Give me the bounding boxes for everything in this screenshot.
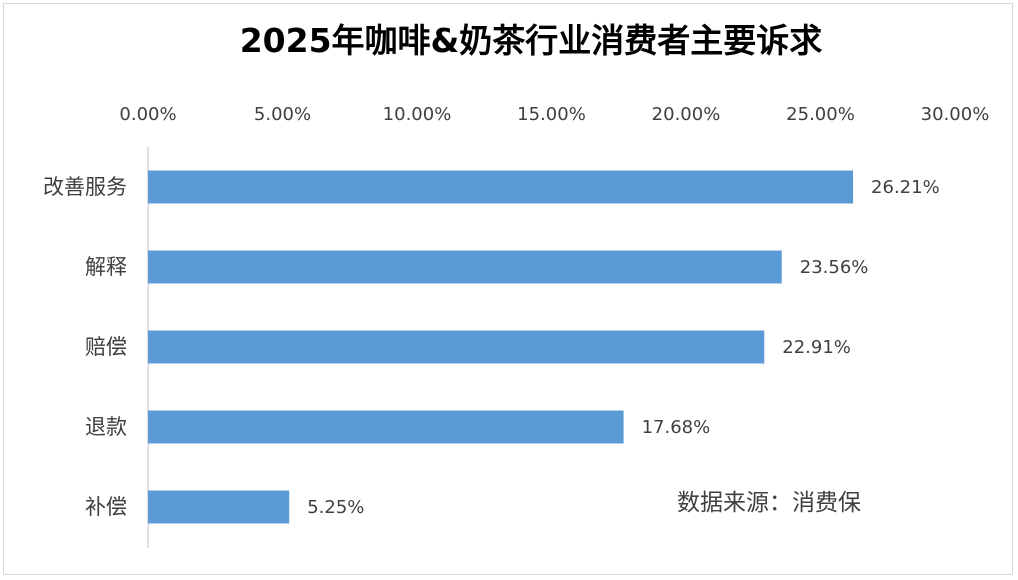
x-tick-label: 25.00%	[786, 104, 855, 125]
x-tick-label: 30.00%	[921, 104, 990, 125]
source-annotation: 数据来源：消费保	[677, 490, 861, 516]
data-label: 5.25%	[307, 497, 364, 518]
chart-title: 2025年咖啡&奶茶行业消费者主要诉求	[240, 21, 823, 60]
category-label: 退款	[85, 415, 127, 439]
bar	[148, 330, 765, 364]
data-label: 22.91%	[782, 337, 851, 358]
x-tick-label: 10.00%	[383, 104, 452, 125]
category-label: 改善服务	[43, 175, 127, 199]
x-tick-label: 15.00%	[517, 104, 586, 125]
x-axis-ticks: 0.00% 5.00% 10.00% 15.00% 20.00% 25.00% 30.00%	[119, 104, 989, 125]
data-label: 17.68%	[642, 417, 711, 438]
category-label: 赔偿	[85, 335, 127, 359]
bar	[148, 250, 782, 284]
category-label: 解释	[85, 255, 127, 279]
x-tick-label: 0.00%	[119, 104, 176, 125]
chart-frame	[3, 3, 1013, 575]
category-label: 补偿	[85, 495, 127, 519]
bar	[148, 490, 290, 524]
data-label: 26.21%	[871, 177, 940, 198]
bar	[148, 170, 854, 204]
x-tick-label: 20.00%	[652, 104, 721, 125]
data-label: 23.56%	[800, 257, 869, 278]
x-tick-label: 5.00%	[254, 104, 311, 125]
bar	[148, 410, 624, 444]
bar-series: 改善服务 26.21% 解释 23.56% 赔偿 22.91% 退款 17.68% 补偿 5.25…	[43, 170, 940, 524]
